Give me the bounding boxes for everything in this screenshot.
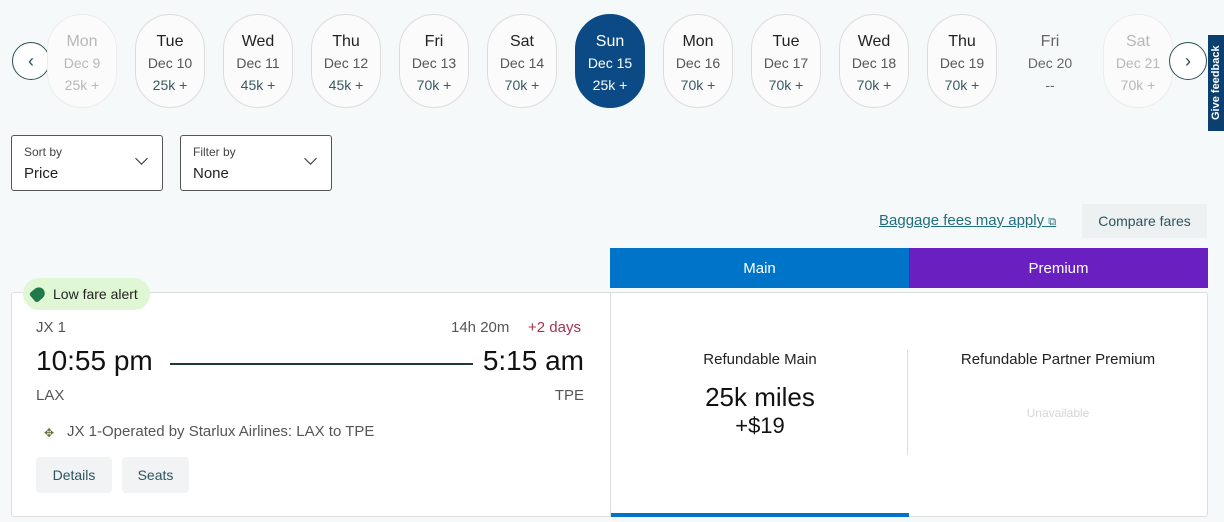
date-day: Fri (424, 33, 444, 50)
date-price: 70k + (680, 77, 716, 93)
badge-text: Low fare alert (53, 286, 138, 302)
date-option[interactable]: Sat Dec 14 70k + (487, 14, 557, 108)
fare-premium-status: Unavailable (1026, 406, 1090, 420)
date-price: 25k + (152, 77, 188, 93)
date-price: 70k + (416, 77, 452, 93)
date-label: Dec 20 (1027, 55, 1073, 71)
tab-premium[interactable]: Premium (909, 248, 1208, 288)
date-day: Tue (156, 33, 184, 50)
sort-value: Price (24, 165, 59, 182)
date-label: Dec 12 (323, 55, 369, 71)
filter-label: Filter by (193, 145, 236, 159)
date-day: Sat (1125, 33, 1150, 50)
chevron-right-icon: › (1185, 50, 1191, 71)
date-option[interactable]: Thu Dec 12 45k + (311, 14, 381, 108)
flight-duration: 14h 20m (451, 319, 510, 336)
date-label: Dec 16 (675, 55, 721, 71)
date-option[interactable]: Tue Dec 17 70k + (751, 14, 821, 108)
details-button[interactable]: Details (36, 457, 112, 493)
next-dates-button[interactable]: › (1169, 42, 1207, 80)
seats-button[interactable]: Seats (122, 457, 189, 493)
give-feedback-tab[interactable]: Give feedback (1208, 35, 1224, 131)
date-price: 45k + (328, 77, 364, 93)
date-option[interactable]: Mon Dec 9 25k + (47, 14, 117, 108)
date-day: Sun (595, 33, 625, 50)
low-fare-badge: Low fare alert (23, 278, 150, 310)
date-day: Wed (857, 33, 891, 50)
baggage-fees-link[interactable]: Baggage fees may apply ⧉ (879, 212, 1056, 229)
date-price: 70k + (944, 77, 980, 93)
date-option[interactable]: Fri Dec 20 -- (1015, 14, 1085, 108)
compare-fares-button[interactable]: Compare fares (1082, 204, 1207, 238)
date-label: Dec 13 (411, 55, 457, 71)
date-label: Dec 9 (63, 55, 101, 71)
date-day: Thu (332, 33, 360, 50)
tag-icon (28, 284, 48, 304)
date-option[interactable]: Wed Dec 18 70k + (839, 14, 909, 108)
operated-by: JX 1-Operated by Starlux Airlines: LAX t… (67, 423, 375, 440)
date-option[interactable]: Mon Dec 16 70k + (663, 14, 733, 108)
filter-value: None (193, 165, 229, 182)
date-option[interactable]: Sat Dec 21 70k + (1103, 14, 1173, 108)
depart-time: 10:55 pm (36, 345, 153, 376)
date-day: Fri (1040, 33, 1060, 50)
date-option[interactable]: Thu Dec 19 70k + (927, 14, 997, 108)
date-day: Thu (948, 33, 976, 50)
date-day: Tue (772, 33, 800, 50)
date-option[interactable]: Tue Dec 10 25k + (135, 14, 205, 108)
sort-label: Sort by (24, 145, 63, 159)
date-price: 70k + (768, 77, 804, 93)
flight-card (11, 292, 1208, 517)
fare-divider (907, 350, 908, 455)
destination-airport: TPE (554, 387, 584, 404)
date-label: Dec 14 (499, 55, 545, 71)
flight-path-line (170, 363, 473, 365)
date-day: Sat (509, 33, 534, 50)
date-label: Dec 21 (1115, 55, 1161, 71)
date-option[interactable]: Fri Dec 13 70k + (399, 14, 469, 108)
tab-main[interactable]: Main (610, 248, 909, 288)
day-offset: +2 days (528, 319, 581, 336)
date-day: Mon (66, 33, 98, 50)
date-price: 25k + (64, 77, 100, 93)
fare-main-name: Refundable Main (703, 351, 817, 368)
fare-premium-option: Refundable Partner Premium Unavailable (908, 292, 1208, 420)
date-label: Dec 15 (587, 55, 633, 71)
filter-by-select[interactable]: Filter by None (180, 135, 332, 191)
selected-fare-indicator (611, 513, 909, 517)
arrive-time: 5:15 am (482, 345, 584, 376)
date-price: 70k + (504, 77, 540, 93)
date-price: 25k + (592, 77, 628, 93)
fare-main-option[interactable]: Refundable Main 25k miles +$19 (610, 292, 909, 517)
origin-airport: LAX (36, 387, 65, 404)
chevron-left-icon: ‹ (28, 50, 34, 71)
date-label: Dec 17 (763, 55, 809, 71)
date-price: -- (1045, 77, 1055, 93)
fare-premium-name: Refundable Partner Premium (960, 351, 1156, 368)
date-option[interactable]: Wed Dec 11 45k + (223, 14, 293, 108)
date-price: 70k + (1120, 77, 1156, 93)
date-label: Dec 10 (147, 55, 193, 71)
sort-by-select[interactable]: Sort by Price (11, 135, 163, 191)
date-day: Mon (682, 33, 714, 50)
date-label: Dec 19 (939, 55, 985, 71)
external-link-icon: ⧉ (1048, 216, 1057, 228)
date-label: Dec 11 (236, 55, 280, 71)
date-price: 70k + (856, 77, 892, 93)
fare-main-miles: 25k miles (705, 382, 815, 412)
date-price: 45k + (240, 77, 276, 93)
date-label: Dec 18 (851, 55, 897, 71)
prev-dates-button[interactable]: ‹ (12, 42, 50, 80)
starlux-logo-icon: ✥ (44, 426, 55, 440)
baggage-link-text: Baggage fees may apply (879, 212, 1045, 229)
fare-main-cash: +$19 (735, 413, 785, 438)
date-option[interactable]: Sun Dec 15 25k + (575, 14, 645, 108)
flight-number: JX 1 (36, 319, 67, 336)
date-day: Wed (241, 33, 275, 50)
